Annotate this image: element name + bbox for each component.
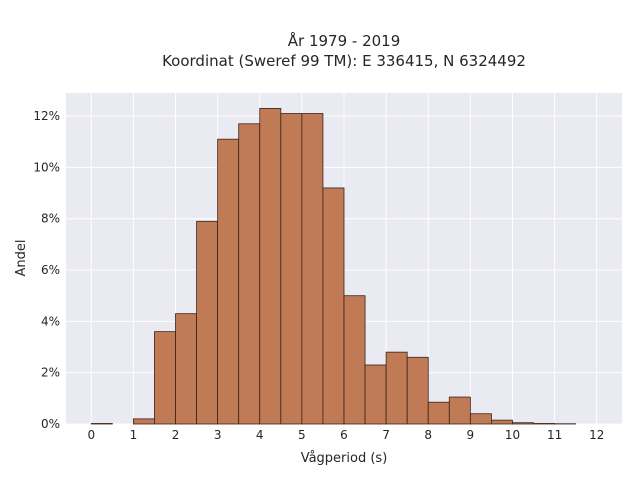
- x-tick-label: 0: [87, 428, 95, 442]
- histogram-bar: [90, 423, 113, 425]
- histogram-bar: [469, 413, 492, 425]
- histogram-bar: [491, 419, 513, 425]
- histogram-bar: [238, 123, 261, 425]
- histogram-bar: [132, 418, 155, 425]
- y-axis-label: Andel: [14, 240, 29, 277]
- y-tick-label: 0%: [41, 417, 60, 431]
- y-tick-label: 4%: [41, 314, 60, 328]
- histogram-bar: [385, 351, 408, 425]
- histogram-bar: [512, 422, 534, 425]
- x-tick-label: 8: [424, 428, 432, 442]
- histogram-bar: [533, 423, 556, 425]
- histogram-bar: [217, 138, 240, 425]
- y-tick-labels: 0% 2% 4% 6% 8% 10% 12%: [33, 109, 60, 431]
- histogram-bar: [343, 295, 366, 425]
- histogram-bar: [280, 113, 303, 425]
- x-tick-labels: 0 1 2 3 4 5 6 7 8 9 10 11 12: [87, 428, 604, 442]
- y-tick-label: 12%: [33, 109, 60, 123]
- x-tick-label: 3: [214, 428, 222, 442]
- x-tick-label: 4: [256, 428, 264, 442]
- histogram-bar: [259, 107, 282, 425]
- chart-title-line-1: År 1979 - 2019: [288, 31, 401, 50]
- x-tick-label: 10: [505, 428, 520, 442]
- x-tick-label: 2: [172, 428, 180, 442]
- x-axis-label: Vågperiod (s): [301, 451, 388, 466]
- histogram-bar: [406, 356, 429, 425]
- chart-title-line-2: Koordinat (Sweref 99 TM): E 336415, N 63…: [162, 52, 526, 70]
- histogram-bar: [322, 187, 345, 425]
- x-tick-label: 6: [340, 428, 348, 442]
- x-tick-label: 9: [467, 428, 475, 442]
- y-tick-label: 6%: [41, 263, 60, 277]
- y-tick-label: 8%: [41, 212, 60, 226]
- x-tick-label: 5: [298, 428, 306, 442]
- y-tick-label: 2%: [41, 366, 60, 380]
- y-tick-label: 10%: [33, 160, 60, 174]
- x-tick-label: 7: [382, 428, 390, 442]
- histogram-bar: [175, 313, 197, 425]
- histogram-bar: [301, 113, 324, 425]
- x-tick-label: 1: [130, 428, 138, 442]
- x-tick-label: 12: [589, 428, 604, 442]
- histogram-bar: [154, 331, 176, 425]
- bars: [90, 107, 577, 425]
- x-tick-label: 11: [547, 428, 562, 442]
- histogram-bar: [427, 401, 450, 425]
- histogram-bar: [364, 364, 387, 425]
- histogram-bar: [196, 220, 219, 425]
- histogram-bar: [448, 396, 471, 425]
